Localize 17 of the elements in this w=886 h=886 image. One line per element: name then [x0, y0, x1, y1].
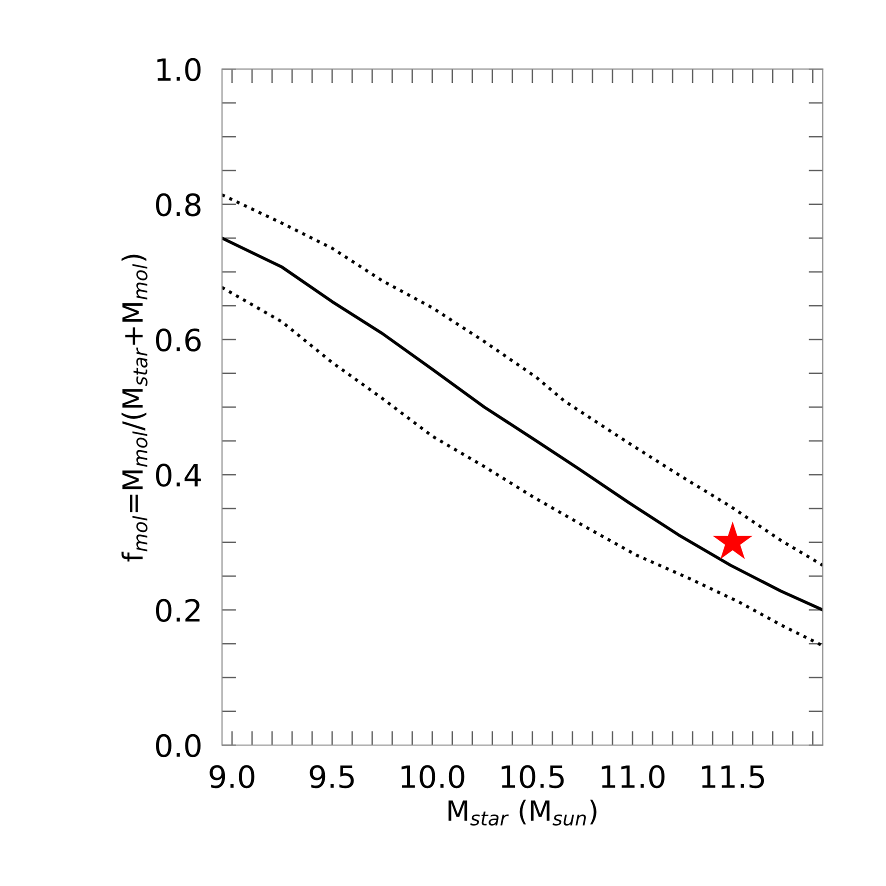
line-series — [222, 193, 823, 567]
line-series — [222, 286, 823, 648]
x-tick-label: 11.0 — [602, 765, 665, 788]
x-axis-title: M$_{star}$ (M$_{sun}$) — [448, 800, 596, 826]
x-tick-label: 9.0 — [210, 765, 254, 788]
x-tick-label: 11.5 — [702, 766, 764, 788]
x-tick-label: 9.5 — [310, 765, 354, 788]
y-tick-label: 0.2 — [156, 598, 200, 622]
text: f$_{mol}$=M$_{mol}$/(M$_{star}$+M$_{mol}$) — [122, 254, 148, 562]
x-tick-label: 10.5 — [502, 765, 564, 788]
y-tick-label: 1.0 — [157, 58, 201, 82]
y-tick-label: 0.4 — [156, 464, 201, 487]
y-tick-label: 0.0 — [156, 734, 201, 758]
y-tick-label: 0.6 — [156, 328, 201, 352]
line-series — [222, 236, 823, 612]
x-tick-label: 10.0 — [402, 765, 464, 788]
y-tick-label: 0.8 — [156, 193, 200, 216]
